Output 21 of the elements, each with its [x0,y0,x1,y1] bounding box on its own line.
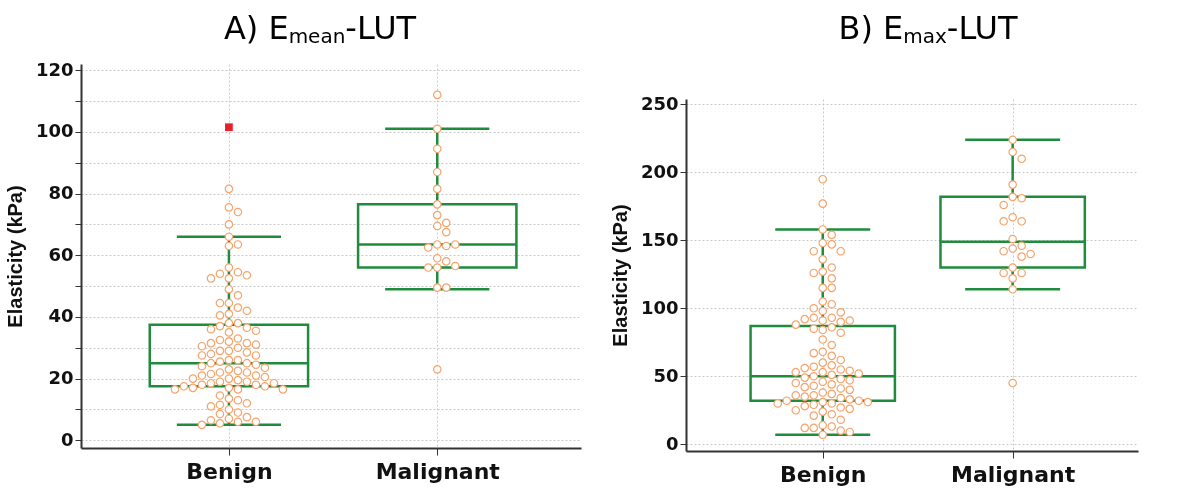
y-tick-label: 60 [48,243,74,265]
y-tick-label: 100 [640,296,679,318]
y-tick-label: 0 [60,428,74,450]
x-tick-label: Malignant [951,461,1076,487]
x-tick-label: Benign [186,458,273,484]
y-tick-label: 20 [48,367,74,389]
y-tick-label: 0 [665,432,679,454]
y-tick-label: 80 [48,182,74,204]
y-tick-label: 100 [35,120,74,142]
y-tick-label: 40 [48,305,74,327]
chart-title: A) E$_{mean}$-LUT [222,8,418,50]
x-tick-label: Malignant [375,458,501,484]
y-tick-label: 200 [640,160,679,182]
y-axis-title: Elasticity (kPa) [608,204,631,347]
y-tick-label: 150 [640,228,679,250]
chart-title: B) E$_{max}$-LUT [837,8,1019,50]
y-tick-label: 250 [640,92,679,114]
y-tick-label: 120 [35,58,74,80]
x-tick-label: Benign [780,461,867,487]
y-tick-label: 50 [653,364,679,386]
y-axis-title: Elasticity (kPa) [3,185,26,328]
